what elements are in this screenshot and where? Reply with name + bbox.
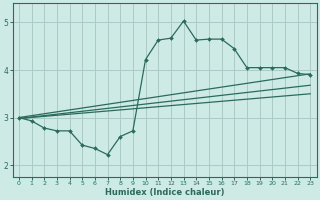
- X-axis label: Humidex (Indice chaleur): Humidex (Indice chaleur): [105, 188, 224, 197]
